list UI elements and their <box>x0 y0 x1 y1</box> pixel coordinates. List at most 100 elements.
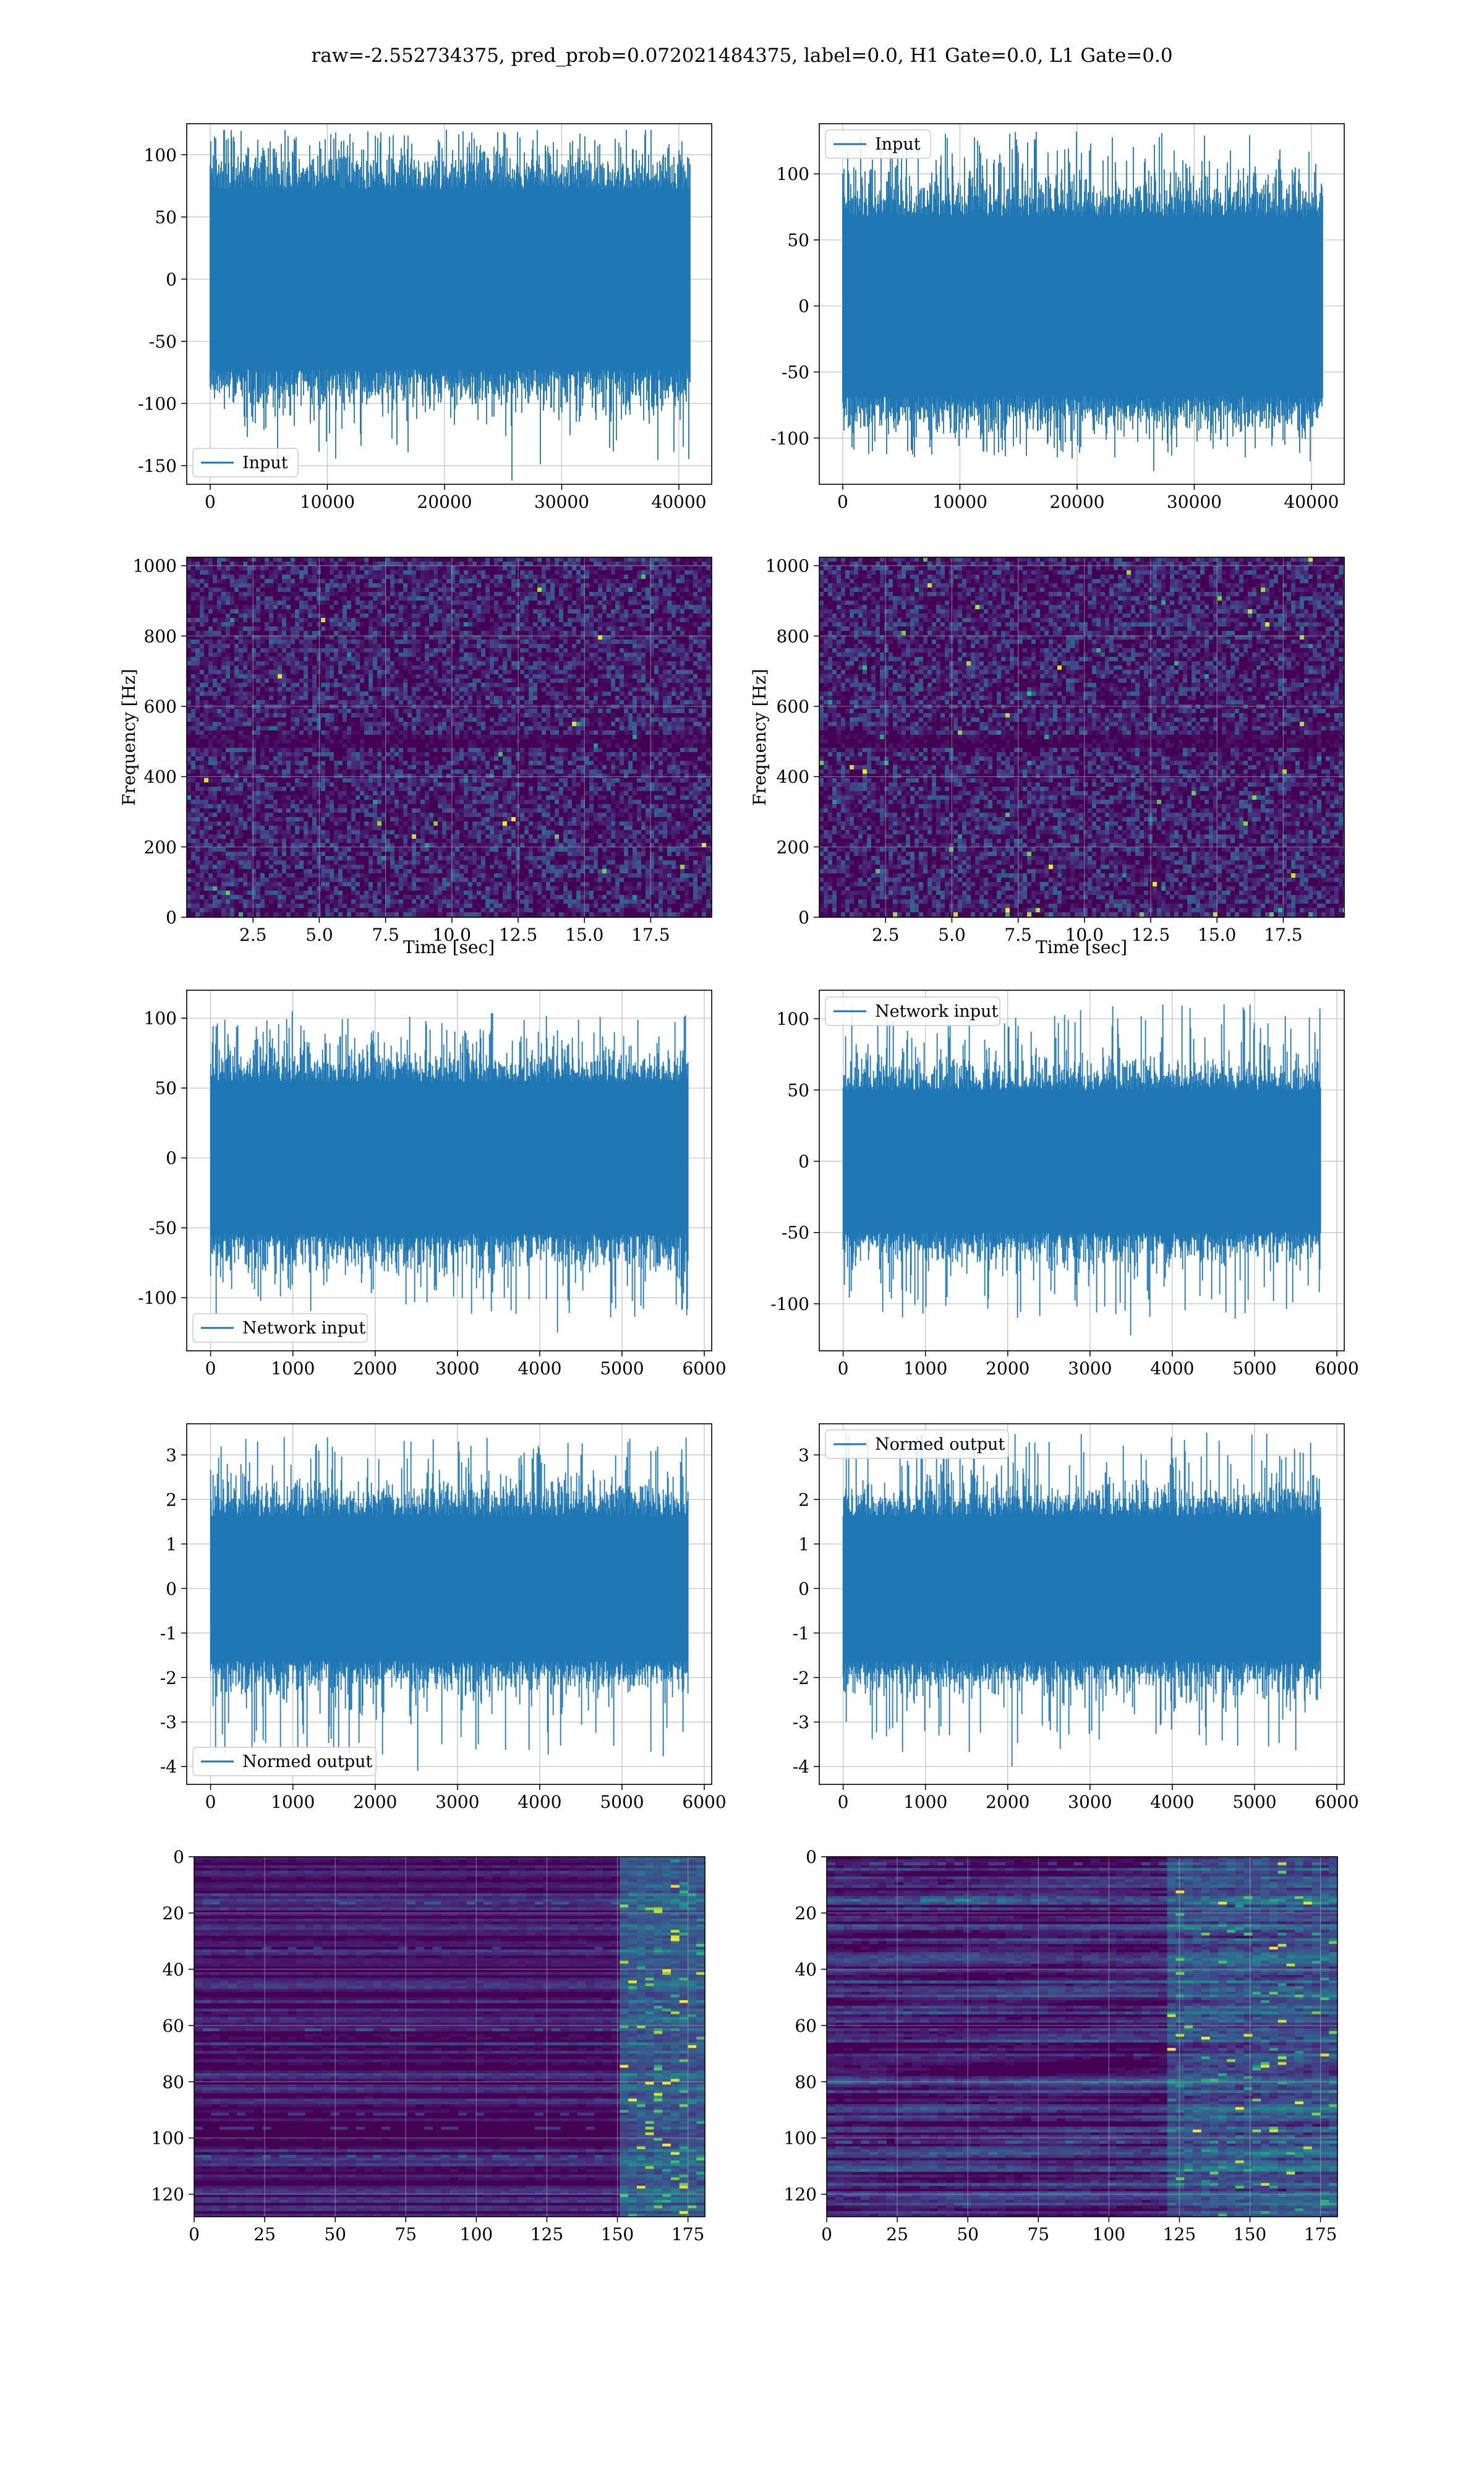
heatmap-cell <box>373 566 377 570</box>
heatmap-cell <box>208 674 213 678</box>
heatmap-cell <box>624 730 628 735</box>
heatmap-cell <box>659 575 663 579</box>
heatmap-cell <box>663 821 667 826</box>
heatmap-cell <box>286 588 291 592</box>
heatmap-cell <box>533 761 537 765</box>
heatmap-cell <box>247 691 252 696</box>
heatmap-cell <box>550 583 555 588</box>
heatmap-cell <box>459 648 464 653</box>
heatmap-cell <box>360 691 364 696</box>
heatmap-cell <box>312 743 317 748</box>
heatmap-cell <box>628 782 633 787</box>
heatmap-cell <box>485 592 490 596</box>
heatmap-cell <box>633 700 637 704</box>
heatmap-cell <box>706 795 710 800</box>
heatmap-cell <box>520 752 524 756</box>
heatmap-cell <box>706 674 710 678</box>
heatmap-cell <box>226 631 230 635</box>
heatmap-cell <box>282 752 286 756</box>
heatmap-cell <box>360 622 364 627</box>
heatmap-cell <box>529 653 533 657</box>
heatmap-cell <box>256 735 260 739</box>
heatmap-cell <box>191 778 195 782</box>
heatmap-cell <box>468 566 472 570</box>
heatmap-cell <box>347 570 351 575</box>
heatmap-cell <box>416 592 420 596</box>
heatmap-cell <box>325 674 330 678</box>
heatmap-cell <box>598 592 602 596</box>
heatmap-cell <box>191 596 195 601</box>
heatmap-cell <box>416 622 420 627</box>
heatmap-cell <box>485 821 490 826</box>
heatmap-cell <box>710 821 712 826</box>
heatmap-cell <box>663 640 667 644</box>
heatmap-cell <box>602 644 607 648</box>
heatmap-cell <box>507 700 511 704</box>
heatmap-cell <box>620 678 624 683</box>
heatmap-cell <box>594 640 598 644</box>
heatmap-cell <box>269 782 273 787</box>
heatmap-cell <box>598 674 602 678</box>
heatmap-cell <box>317 752 321 756</box>
heatmap-cell <box>382 562 386 566</box>
heatmap-cell <box>407 813 412 817</box>
heatmap-cell <box>477 592 481 596</box>
heatmap-cell <box>273 635 278 640</box>
heatmap-cell <box>247 817 252 821</box>
heatmap-cell <box>243 821 247 826</box>
heatmap-cell <box>351 583 356 588</box>
heatmap-cell <box>481 752 485 756</box>
heatmap-cell <box>338 635 343 640</box>
heatmap-cell <box>217 640 221 644</box>
heatmap-cell <box>550 795 555 800</box>
heatmap-cell <box>563 579 568 583</box>
heatmap-cell <box>221 700 226 704</box>
heatmap-cell <box>490 579 494 583</box>
heatmap-cell <box>585 717 589 722</box>
heatmap-cell <box>325 700 330 704</box>
heatmap-cell <box>390 813 394 817</box>
heatmap-cell <box>646 730 650 735</box>
heatmap-cell <box>347 765 351 769</box>
heatmap-cell <box>468 631 472 635</box>
heatmap-cell <box>594 774 598 778</box>
heatmap-cell <box>676 648 680 653</box>
heatmap-cell <box>278 661 282 666</box>
heatmap-cell <box>420 696 425 700</box>
heatmap-cell <box>299 605 304 609</box>
heatmap-cell <box>646 575 650 579</box>
heatmap-cell <box>252 739 256 743</box>
figure-title: raw=-2.552734375, pred_prob=0.0720214843… <box>311 45 1172 67</box>
heatmap-cell <box>360 752 364 756</box>
heatmap-cell <box>446 761 451 765</box>
heatmap-cell <box>477 717 481 722</box>
heatmap-cell <box>386 678 390 683</box>
heatmap-cell <box>667 813 672 817</box>
heatmap-cell <box>637 674 641 678</box>
heatmap-cell <box>191 562 195 566</box>
heatmap-cell <box>243 678 247 683</box>
heatmap-cell <box>243 778 247 782</box>
heatmap-cell <box>347 579 351 583</box>
heatmap-cell <box>416 821 420 826</box>
heatmap-cell <box>550 765 555 769</box>
heatmap-cell <box>446 743 451 748</box>
heatmap-cell <box>641 562 646 566</box>
heatmap-cell <box>433 778 438 782</box>
heatmap-cell <box>490 683 494 687</box>
heatmap-cell <box>520 670 524 674</box>
heatmap-cell <box>680 666 684 670</box>
heatmap-cell <box>429 687 433 691</box>
heatmap-cell <box>550 588 555 592</box>
heatmap-cell <box>693 765 697 769</box>
heatmap-cell <box>646 683 650 687</box>
heatmap-cell <box>299 661 304 666</box>
heatmap-cell <box>477 778 481 782</box>
heatmap-cell <box>269 726 273 730</box>
heatmap-cell <box>663 717 667 722</box>
heatmap-cell <box>247 761 252 765</box>
heatmap-cell <box>312 588 317 592</box>
heatmap-cell <box>667 644 672 648</box>
heatmap-cell <box>637 678 641 683</box>
heatmap-cell <box>334 769 338 774</box>
